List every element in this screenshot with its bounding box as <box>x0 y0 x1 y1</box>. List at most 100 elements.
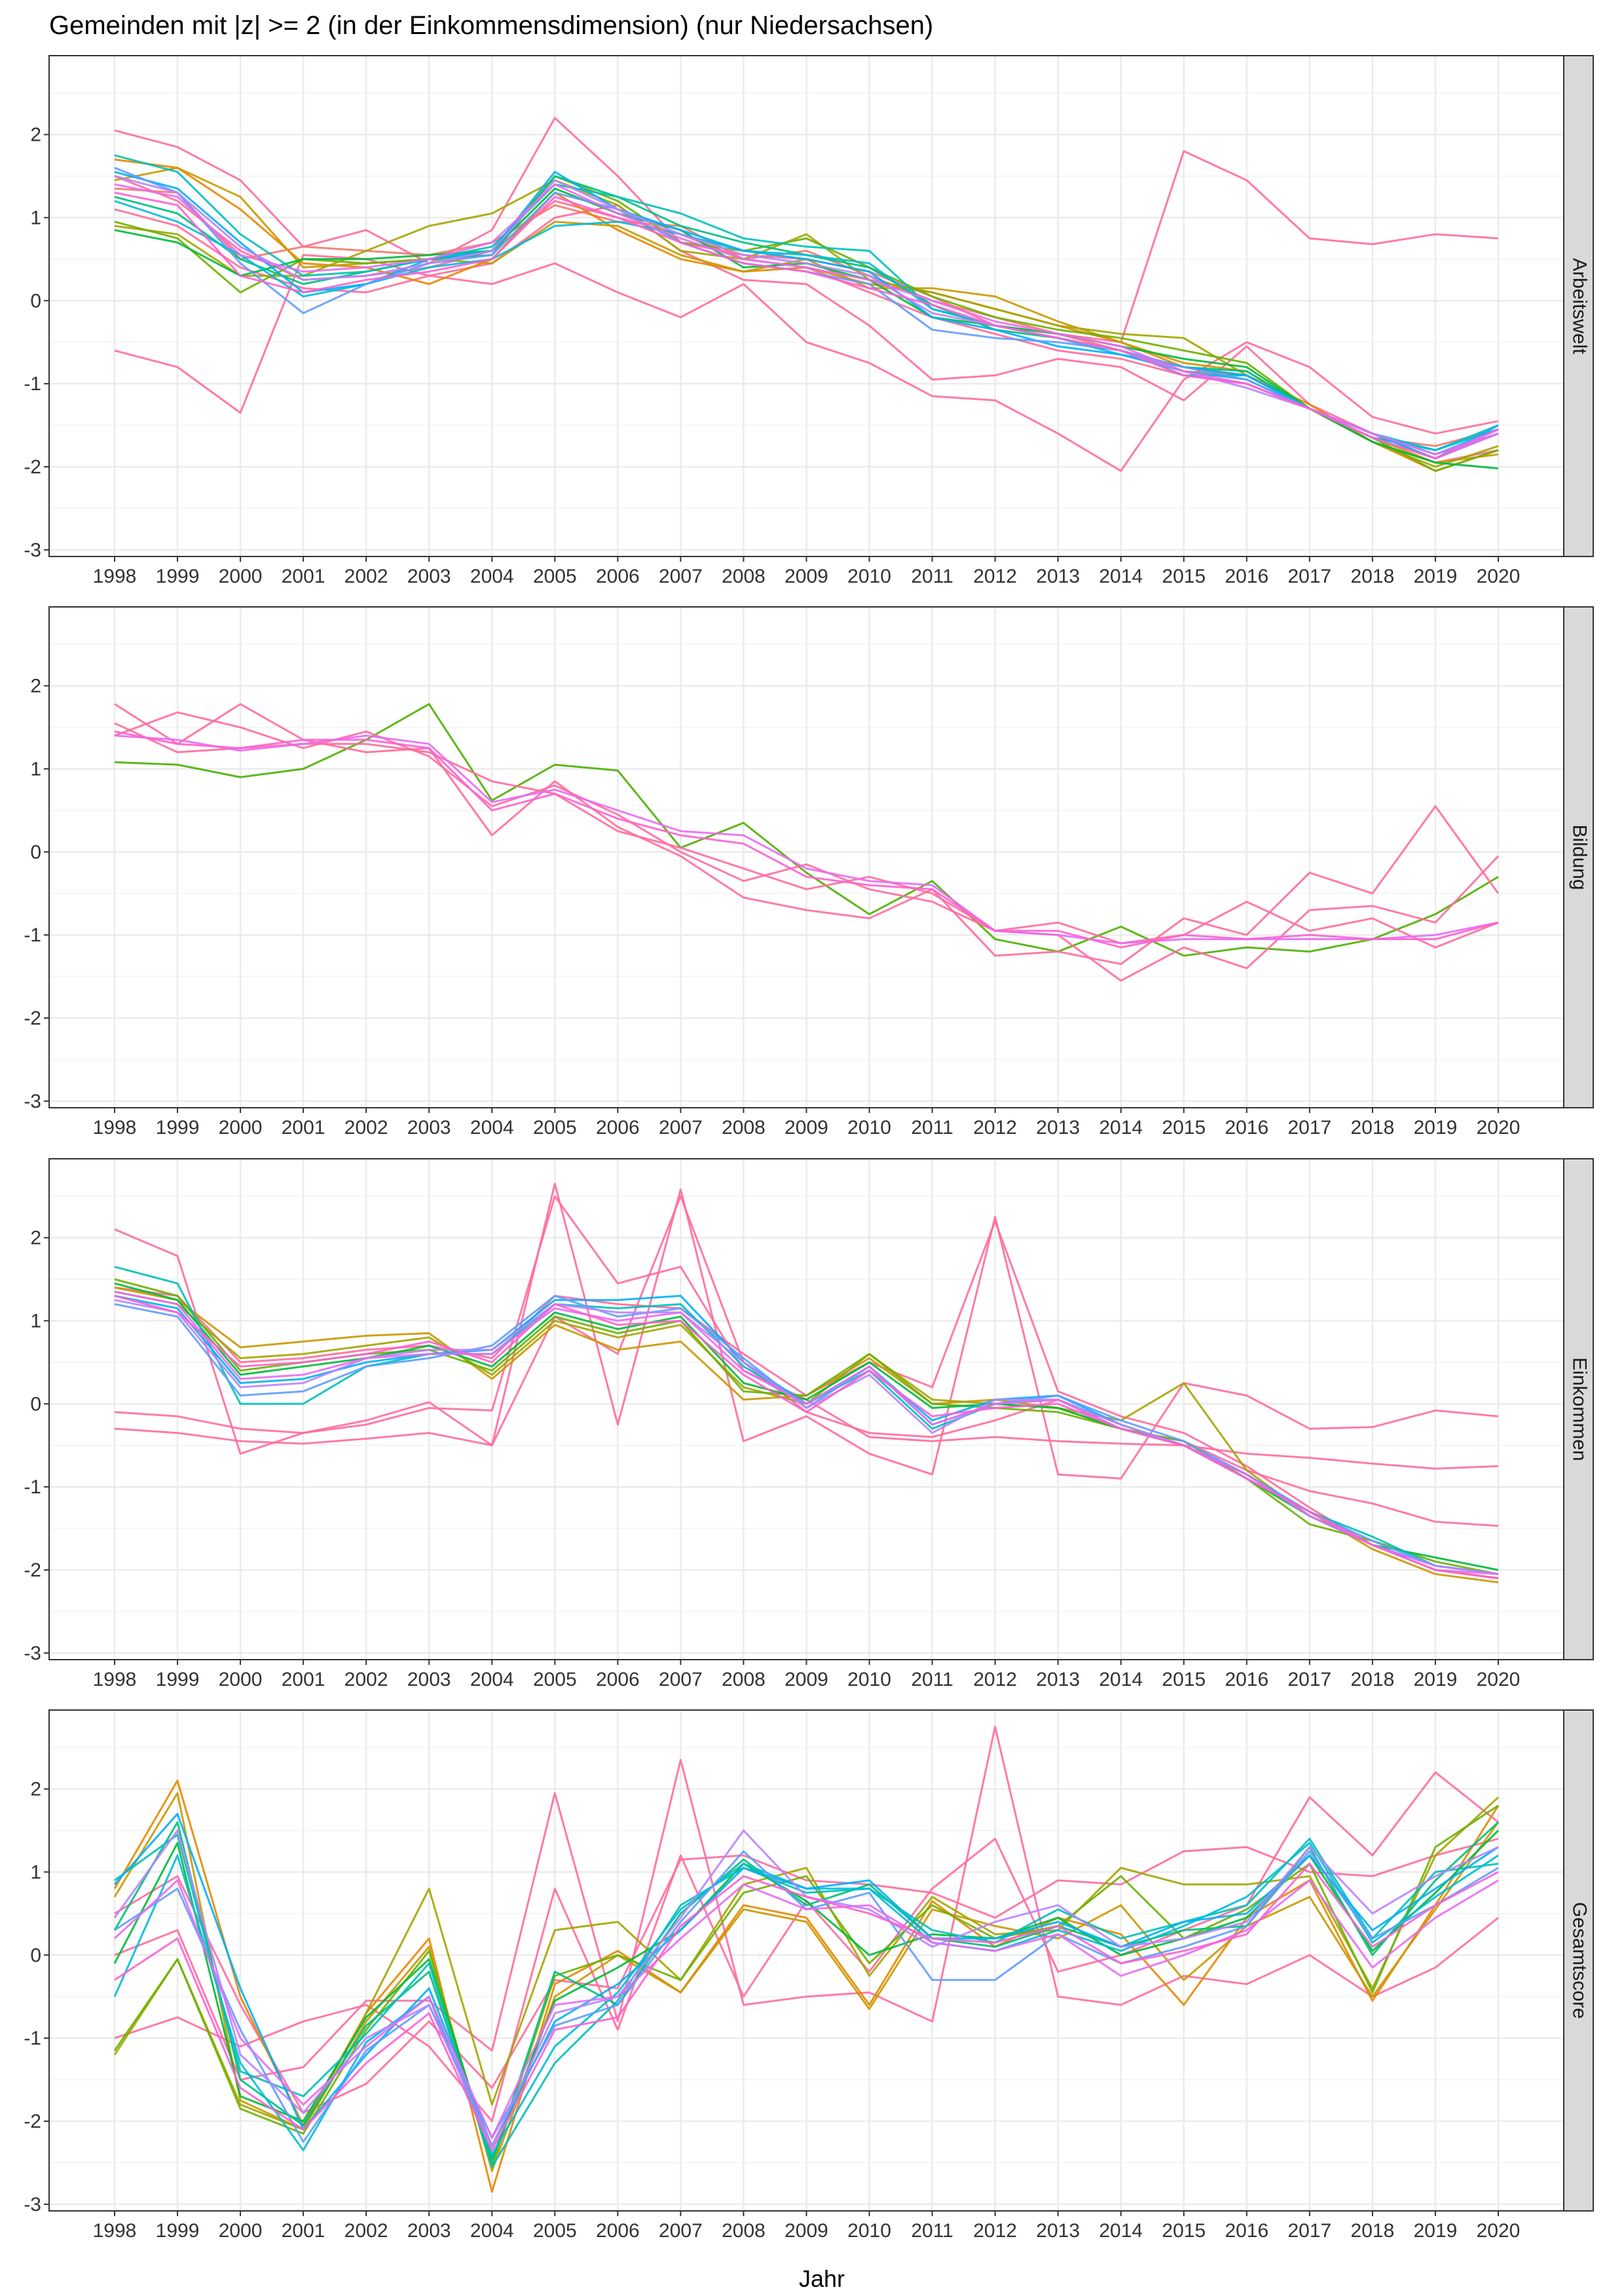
x-tick-label: 2006 <box>596 1669 640 1690</box>
x-tick-label: 2015 <box>1162 1117 1206 1139</box>
x-tick-label: 2010 <box>847 1117 891 1139</box>
x-tick-label: 2011 <box>911 566 953 587</box>
x-tick-label: 2002 <box>344 1669 388 1690</box>
x-tick-label: 2004 <box>470 2220 514 2242</box>
x-tick-label: 2019 <box>1414 1669 1458 1690</box>
x-tick-label: 2008 <box>722 1117 766 1139</box>
series-line-14 <box>114 1294 1499 1580</box>
y-tick-label: 0 <box>30 841 41 863</box>
x-tick-label: 2006 <box>596 2220 640 2242</box>
x-tick-label: 2010 <box>847 2220 891 2242</box>
y-tick-label: -3 <box>24 2194 41 2215</box>
facet-bildung: -3 -2 -1 0 1 2 1998 1999 2000 2001 2002 2003 2004 200… <box>24 606 1594 1139</box>
x-tick-label: 2009 <box>784 566 828 587</box>
x-tick-label: 2004 <box>470 1117 514 1139</box>
y-tick-label: 0 <box>30 290 41 312</box>
y-tick-label: -3 <box>24 539 41 561</box>
y-tick-label: 0 <box>30 1944 41 1966</box>
x-tick-label: 2005 <box>533 1117 577 1139</box>
x-tick-label: 2010 <box>847 1669 891 1690</box>
x-tick-label: 1998 <box>93 1669 137 1690</box>
y-tick-label: -3 <box>24 1091 41 1112</box>
x-tick-label: 1999 <box>156 1117 200 1139</box>
x-tick-label: 2001 <box>282 566 325 587</box>
x-tick-label: 2005 <box>533 566 577 587</box>
y-tick-label: 2 <box>30 1228 41 1249</box>
facet-gesamtscore: -3 -2 -1 0 1 2 1998 1999 2000 2001 2002 2003 2004 200… <box>24 1709 1594 2242</box>
series-line-5 <box>114 735 1499 945</box>
series-line-18 <box>114 191 1499 460</box>
y-tick-label: -2 <box>24 2111 41 2132</box>
series-line-2 <box>114 702 1500 965</box>
x-tick-label: 2005 <box>533 1669 577 1690</box>
y-tick-label: 1 <box>30 207 41 228</box>
x-tick-label: 2017 <box>1287 1117 1331 1139</box>
x-tick-label: 2019 <box>1414 2220 1458 2242</box>
x-tick-label: 2000 <box>219 566 263 587</box>
x-tick-label: 2007 <box>659 566 703 587</box>
x-tick-label: 2000 <box>219 1669 263 1690</box>
y-tick-label: -3 <box>24 1643 41 1664</box>
x-tick-label: 2003 <box>407 2220 451 2242</box>
x-tick-label: 2019 <box>1414 1117 1458 1139</box>
facet-strip <box>1563 55 1594 557</box>
x-tick-label: 2012 <box>973 566 1017 587</box>
x-tick-label: 2009 <box>784 1669 828 1690</box>
x-tick-label: 2009 <box>784 2220 828 2242</box>
series-line-6 <box>114 730 1499 949</box>
x-tick-label: 2007 <box>659 1117 703 1139</box>
x-tick-label: 2017 <box>1287 566 1331 587</box>
y-tick-label: -1 <box>24 924 41 946</box>
y-tick-label: 2 <box>30 676 41 697</box>
x-tick-label: 1999 <box>156 2220 200 2242</box>
series-line-1 <box>114 1725 1499 2081</box>
x-tick-label: 2000 <box>219 1117 263 1139</box>
x-tick-label: 2020 <box>1477 566 1521 587</box>
x-tick-label: 2008 <box>722 2220 766 2242</box>
facet-strip <box>1563 606 1594 1108</box>
x-tick-label: 1998 <box>93 1117 137 1139</box>
x-tick-label: 2018 <box>1351 2220 1395 2242</box>
chart-title: Gemeinden mit |z| >= 2 (in der Einkommen… <box>49 11 933 40</box>
x-tick-label: 2013 <box>1036 1669 1080 1690</box>
series-line-10 <box>114 1833 1499 2168</box>
facet-strip-label: Bildung <box>1569 824 1591 890</box>
x-tick-label: 2012 <box>973 1117 1017 1139</box>
series-line-8 <box>114 1282 1499 1571</box>
y-tick-label: -1 <box>24 373 41 395</box>
x-tick-label: 2013 <box>1036 2220 1080 2242</box>
series-line-14 <box>114 171 1499 460</box>
facet-arbeitswelt: -3 -2 -1 0 1 2 1998 1999 2000 2001 2002 2003 2004 200… <box>24 55 1594 587</box>
series-line-3 <box>114 1838 1499 2114</box>
x-tick-label: 2018 <box>1351 1669 1395 1690</box>
x-tick-label: 2006 <box>596 1117 640 1139</box>
x-tick-label: 2002 <box>344 566 388 587</box>
series-line-16 <box>114 175 1499 460</box>
x-tick-label: 2015 <box>1162 566 1206 587</box>
x-tick-label: 2017 <box>1287 1669 1331 1690</box>
x-tick-label: 2016 <box>1225 1669 1268 1690</box>
x-tick-label: 2000 <box>219 2220 263 2242</box>
x-tick-label: 1999 <box>156 566 200 587</box>
y-tick-label: 2 <box>30 124 41 146</box>
x-tick-label: 2018 <box>1351 1117 1395 1139</box>
series-line-9 <box>114 175 1499 472</box>
x-tick-label: 1998 <box>93 566 137 587</box>
y-tick-label: 1 <box>30 758 41 780</box>
facet-einkommen: -3 -2 -1 0 1 2 1998 1999 2000 2001 2002 2003 2004 200… <box>24 1158 1594 1690</box>
series-line-13 <box>114 1290 1499 1575</box>
x-tick-label: 2002 <box>344 2220 388 2242</box>
x-tick-label: 2002 <box>344 1117 388 1139</box>
y-tick-label: 1 <box>30 1310 41 1332</box>
x-tick-label: 2014 <box>1099 566 1143 587</box>
facet-strip-label: Gesamtscore <box>1569 1902 1591 2018</box>
x-tick-label: 2014 <box>1099 1117 1143 1139</box>
y-tick-label: -2 <box>24 456 41 478</box>
x-axis-title: Jahr <box>799 2265 845 2292</box>
x-tick-label: 2006 <box>596 566 640 587</box>
x-tick-label: 2007 <box>659 1669 703 1690</box>
series-line-3 <box>114 204 1499 460</box>
series-line-1 <box>114 1182 1499 1480</box>
x-tick-label: 1999 <box>156 1669 200 1690</box>
x-tick-label: 2018 <box>1351 566 1395 587</box>
